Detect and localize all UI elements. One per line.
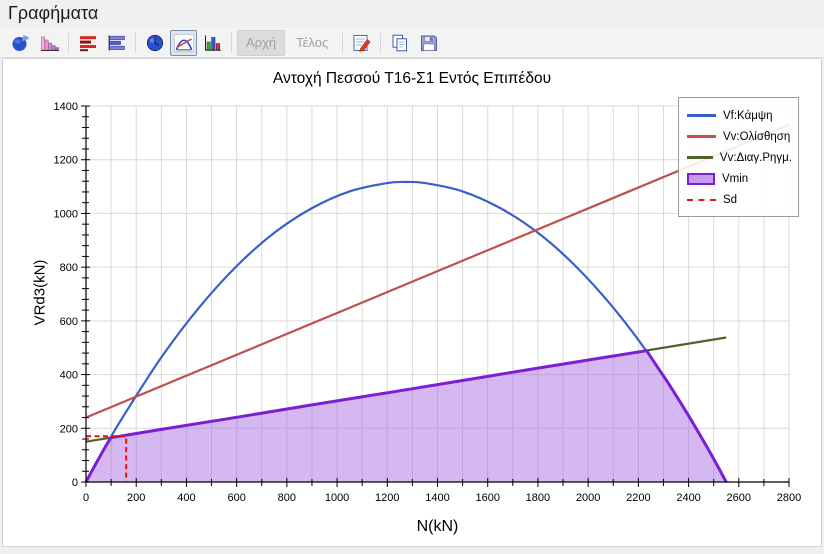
svg-text:800: 800 — [278, 492, 296, 504]
hbars-blue-icon — [108, 35, 125, 50]
svg-text:0: 0 — [83, 492, 89, 504]
toolbar-separator — [231, 32, 232, 53]
save-button[interactable] — [415, 30, 442, 56]
svg-text:2400: 2400 — [676, 492, 700, 504]
hbars-blue-button[interactable] — [103, 30, 130, 56]
svg-text:2800: 2800 — [777, 492, 801, 504]
svg-text:1200: 1200 — [375, 492, 399, 504]
hbars-red-icon — [79, 35, 96, 51]
legend-item: Vv:Ολίσθηση — [687, 126, 792, 147]
histogram-icon — [40, 36, 59, 51]
edit-button[interactable] — [348, 30, 375, 56]
legend-label: Vv:Διαγ.Ρηγμ. — [719, 151, 792, 164]
curve-chart-icon — [173, 33, 194, 52]
legend-label: Vf:Κάμψη — [723, 109, 773, 122]
chart-legend: Vf:Κάμψη Vv:Ολίσθηση Vv:Διαγ.Ρηγμ. Vmin Sd — [678, 97, 799, 217]
svg-text:1000: 1000 — [54, 208, 78, 220]
toolbar: Αρχή Τέλος — [0, 28, 824, 58]
copy-icon — [392, 34, 407, 51]
svg-text:400: 400 — [60, 370, 78, 382]
chart-title: Αντοχή Πεσσού Τ16-Σ1 Εντός Επιπέδου — [272, 70, 552, 87]
svg-text:200: 200 — [60, 423, 78, 435]
svg-text:200: 200 — [127, 492, 145, 504]
curve-chart-button[interactable] — [170, 29, 197, 56]
legend-item: Sd — [687, 189, 792, 210]
toolbar-separator — [342, 32, 344, 53]
svg-text:2600: 2600 — [727, 492, 751, 504]
svg-text:800: 800 — [60, 262, 78, 274]
start-button-label: Αρχή — [246, 35, 277, 50]
end-button[interactable]: Τέλος — [287, 30, 337, 56]
legend-label: Vv:Ολίσθηση — [723, 130, 791, 143]
legend-label: Sd — [723, 193, 738, 206]
x-axis-title: N(kN) — [416, 518, 459, 535]
svg-text:2200: 2200 — [626, 492, 650, 504]
legend-item: Vf:Κάμψη — [687, 105, 792, 126]
legend-swatch-dashed — [687, 198, 716, 201]
pie-chart-icon — [12, 34, 29, 51]
svg-text:1400: 1400 — [425, 492, 449, 504]
gauge-button[interactable] — [141, 30, 168, 56]
window-title: Γραφήματα — [8, 3, 99, 23]
svg-text:1800: 1800 — [526, 492, 550, 504]
svg-text:1000: 1000 — [325, 492, 349, 504]
svg-text:400: 400 — [177, 492, 195, 504]
svg-text:600: 600 — [227, 492, 245, 504]
gauge-icon — [146, 34, 163, 51]
legend-swatch-line — [687, 114, 716, 117]
svg-text:1400: 1400 — [54, 101, 78, 113]
hbars-red-button[interactable] — [74, 30, 101, 56]
pie-chart-button[interactable] — [7, 30, 34, 56]
svg-text:600: 600 — [60, 316, 78, 328]
legend-label: Vmin — [722, 172, 749, 185]
svg-text:2000: 2000 — [576, 492, 600, 504]
svg-text:1600: 1600 — [475, 492, 499, 504]
legend-swatch-line — [687, 135, 716, 138]
legend-swatch-patch — [687, 172, 715, 185]
legend-swatch-line — [687, 156, 713, 159]
title-bar: Γραφήματα — [0, 0, 824, 28]
toolbar-separator — [68, 32, 69, 53]
svg-text:1200: 1200 — [54, 155, 78, 167]
start-button[interactable]: Αρχή — [237, 29, 286, 56]
toolbar-separator — [135, 32, 136, 53]
end-button-label: Τέλος — [296, 35, 329, 50]
chart-plot: 0 200 400 600 800 1000 1200 1400 1600 1800 2000 220… — [54, 101, 802, 504]
histogram-button[interactable] — [36, 30, 63, 56]
chart-panel: Αντοχή Πεσσού Τ16-Σ1 Εντός Επιπέδου 0 200… — [2, 58, 822, 547]
columns-icon — [204, 35, 221, 51]
legend-item: Vmin — [687, 168, 792, 189]
svg-text:0: 0 — [72, 477, 78, 489]
columns-button[interactable] — [199, 30, 226, 56]
copy-button[interactable] — [386, 30, 413, 56]
legend-item: Vv:Διαγ.Ρηγμ. — [687, 147, 792, 168]
edit-icon — [353, 34, 371, 52]
toolbar-separator — [380, 32, 382, 53]
save-icon — [420, 35, 437, 51]
y-axis-title: VRd3(kN) — [31, 259, 49, 326]
